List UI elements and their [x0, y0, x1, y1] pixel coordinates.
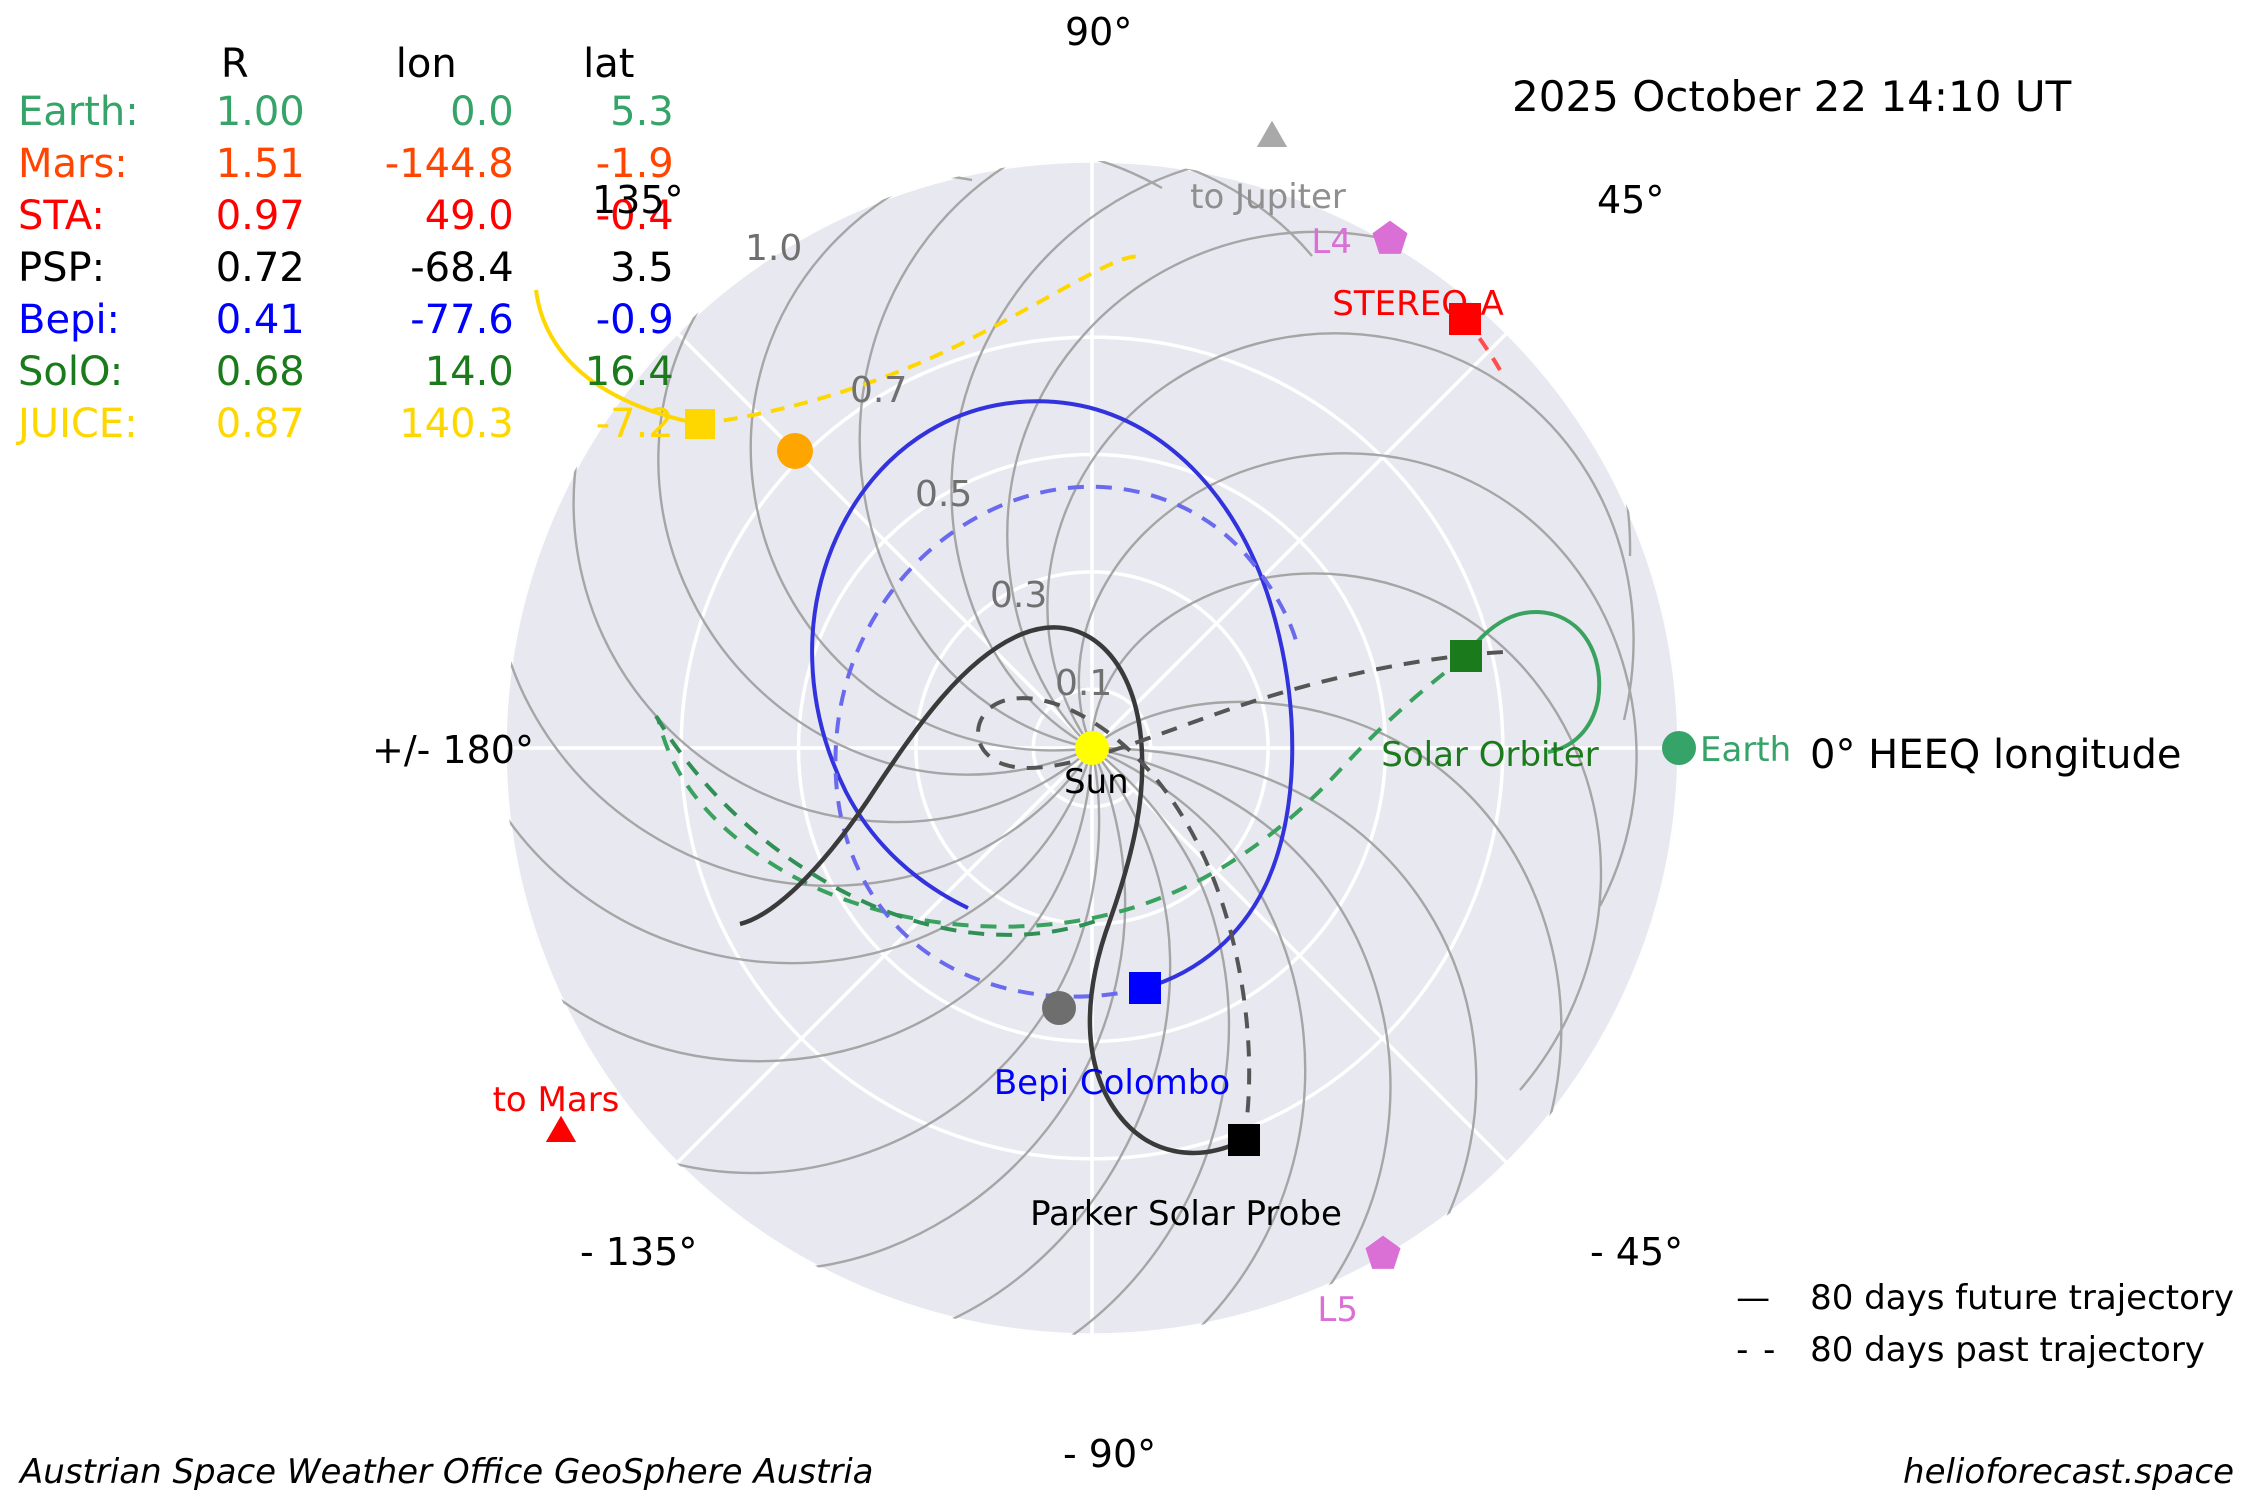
ephemeris-table: R lon lat Earth: 1.00 0.0 5.3 Mars: 1.51… — [18, 38, 674, 450]
row-lat: -7.2 — [595, 401, 674, 447]
row-lat: -0.9 — [595, 297, 674, 343]
chart-title: 2025 October 22 14:10 UT — [1512, 72, 2072, 121]
row-name: Bepi: — [18, 297, 121, 343]
venus-marker[interactable] — [777, 433, 813, 469]
mars-marker[interactable] — [545, 1115, 577, 1142]
solo-marker[interactable] — [1450, 640, 1482, 672]
trajectory-legend: — 80 days future trajectory - - 80 days … — [1736, 1272, 2234, 1376]
legend-past-label: 80 days past trajectory — [1810, 1330, 2205, 1370]
l5-label: L5 — [1317, 1290, 1358, 1330]
legend-item-past: - - 80 days past trajectory — [1736, 1324, 2234, 1376]
row-r: 0.72 — [215, 245, 305, 291]
bepi-marker[interactable] — [1129, 972, 1161, 1004]
legend-future-label: 80 days future trajectory — [1810, 1278, 2234, 1318]
row-name: STA: — [18, 193, 105, 239]
row-lat: 3.5 — [610, 245, 674, 291]
sun-label: Sun — [1064, 762, 1129, 802]
row-lat: 5.3 — [610, 89, 674, 135]
l5-marker[interactable] — [1365, 1235, 1401, 1269]
mercury-marker[interactable] — [1042, 991, 1076, 1025]
table-header-lon: lon — [395, 41, 457, 87]
row-lon: 0.0 — [450, 89, 514, 135]
angle-tick-label: +/- 180° — [372, 728, 534, 772]
radial-tick-label: 1.0 — [745, 228, 803, 269]
trajectories — [534, 254, 1602, 1156]
solar-orbiter-future-trajectory — [1464, 609, 1602, 754]
angle-tick-label: - 45° — [1590, 1230, 1684, 1274]
sta-label: STEREO-A — [1332, 284, 1504, 324]
row-lon: 140.3 — [399, 401, 514, 447]
sta-marker[interactable] — [1449, 303, 1481, 335]
heeq-longitude-label: 0° HEEQ longitude — [1810, 732, 2182, 778]
angle-tick-label: - 135° — [580, 1230, 698, 1274]
footer-attribution: Austrian Space Weather Office GeoSphere … — [20, 1452, 874, 1492]
l4-marker[interactable] — [1372, 220, 1408, 254]
row-lon: -77.6 — [410, 297, 514, 343]
radial-tick-label: 0.1 — [1055, 663, 1113, 704]
body-markers — [545, 120, 1696, 1269]
row-r: 0.68 — [215, 349, 305, 395]
radial-tick-label: 0.7 — [850, 370, 908, 411]
row-name: SolO: — [18, 349, 124, 395]
juice-future-trajectory — [534, 289, 701, 426]
row-lon: 49.0 — [424, 193, 514, 239]
psp-future-trajectory — [739, 625, 1246, 1156]
solar-orbiter-past-trajectory — [656, 654, 1468, 929]
legend-item-future: — 80 days future trajectory — [1736, 1272, 2234, 1324]
table-header-blank — [18, 38, 165, 86]
table-row: STA: 0.97 49.0 -0.4 — [18, 190, 674, 242]
table-row: Bepi: 0.41 -77.6 -0.9 — [18, 294, 674, 346]
row-r: 0.41 — [215, 297, 305, 343]
row-lon: -144.8 — [384, 141, 514, 187]
row-name: JUICE: — [18, 401, 138, 447]
angle-tick-label: 135° — [592, 178, 684, 222]
row-lat: -1.9 — [595, 141, 674, 187]
row-r: 0.87 — [215, 401, 305, 447]
radial-tick-label: 0.5 — [915, 474, 973, 515]
mars-label: to Mars — [492, 1080, 620, 1120]
dashed-line-icon: - - — [1736, 1330, 1778, 1370]
jupiter-marker[interactable] — [1256, 120, 1288, 147]
bepi-future-trajectory — [810, 399, 1295, 990]
l4-label: L4 — [1311, 222, 1352, 262]
footer-website: helioforecast.space — [1903, 1452, 2234, 1492]
table-header-r: R — [220, 41, 249, 87]
table-row: Mars: 1.51 -144.8 -1.9 — [18, 138, 674, 190]
row-r: 1.00 — [215, 89, 305, 135]
row-name: Mars: — [18, 141, 128, 187]
table-header-row: R lon lat — [18, 38, 674, 86]
bepi-past-trajectory — [833, 484, 1300, 999]
angle-tick-label: 90° — [1065, 10, 1133, 54]
earth-marker[interactable] — [1662, 731, 1696, 765]
earth-label: Earth — [1700, 730, 1792, 770]
bepi-label: Bepi Colombo — [993, 1063, 1231, 1103]
table-row: SolO: 0.68 14.0 16.4 — [18, 346, 674, 398]
row-lat: -0.4 — [595, 193, 674, 239]
radial-tick-label: 0.3 — [990, 575, 1048, 616]
row-lat: 16.4 — [584, 349, 674, 395]
sun-marker[interactable] — [1075, 731, 1109, 765]
table-row: JUICE: 0.87 140.3 -7.2 — [18, 398, 674, 450]
row-lon: 14.0 — [424, 349, 514, 395]
row-name: Earth: — [18, 89, 139, 135]
table-row: Earth: 1.00 0.0 5.3 — [18, 86, 674, 138]
juice-marker[interactable] — [685, 409, 715, 439]
juice-past-trajectory — [699, 254, 1144, 426]
solid-line-icon: — — [1736, 1278, 1773, 1318]
row-name: PSP: — [18, 245, 106, 291]
row-lon: -68.4 — [410, 245, 514, 291]
angle-tick-label: - 90° — [1063, 1432, 1157, 1476]
angle-tick-label: 45° — [1597, 178, 1665, 222]
table-row: PSP: 0.72 -68.4 3.5 — [18, 242, 674, 294]
jupiter-label: to Jupiter — [1190, 177, 1346, 217]
row-r: 0.97 — [215, 193, 305, 239]
psp-label: Parker Solar Probe — [1030, 1194, 1342, 1234]
mars-direction-trajectory — [654, 714, 1105, 937]
solo-label: Solar Orbiter — [1381, 735, 1599, 775]
psp-marker[interactable] — [1228, 1124, 1260, 1156]
table-header-lat: lat — [583, 41, 635, 87]
row-r: 1.51 — [215, 141, 305, 187]
